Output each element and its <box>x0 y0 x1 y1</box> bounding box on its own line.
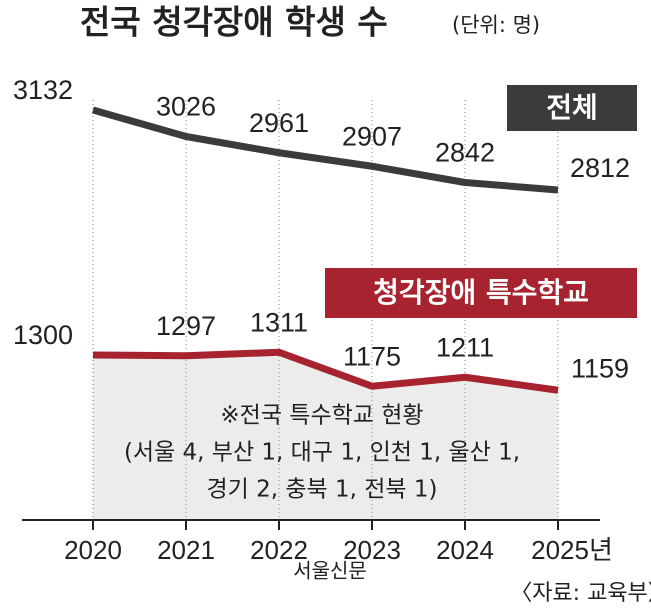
x-tick-label: 2023 <box>343 535 401 565</box>
line <box>92 106 559 194</box>
legend-box <box>507 85 637 131</box>
value-label: 3132 <box>13 75 73 105</box>
value-label: 1311 <box>250 307 308 337</box>
source: 〈자료: 교육부〉 <box>510 581 651 606</box>
legend-label: 전체 <box>546 91 598 124</box>
value-label: 1211 <box>436 332 494 362</box>
annotation: ※전국 특수학교 현황 <box>220 403 423 429</box>
annotation: 경기 2, 충북 1, 전북 1) <box>206 477 437 503</box>
x-tick-label: 2021 <box>157 535 215 565</box>
x-tick-label: 2025년 <box>531 535 613 565</box>
value-label: 1175 <box>343 341 401 371</box>
value-label: 3026 <box>156 92 216 122</box>
chart-title: 전국 청각장애 학생 수 <box>80 3 388 42</box>
area-fill <box>93 352 558 520</box>
legend-box <box>325 268 637 318</box>
legend-label: 청각장애 특수학교 <box>373 276 589 309</box>
value-label: 2907 <box>342 121 402 151</box>
x-tick-label: 2022 <box>250 535 308 565</box>
value-label: 2842 <box>435 138 495 168</box>
line <box>92 348 559 394</box>
value-label: 2812 <box>570 153 630 183</box>
unit-label: (단위: 명) <box>452 13 540 37</box>
watermark: 서울신문 <box>293 559 367 583</box>
x-tick-label: 2024 <box>436 535 494 565</box>
value-label: 2961 <box>249 108 309 138</box>
value-label: 1300 <box>13 320 73 350</box>
value-label: 1297 <box>156 311 216 341</box>
value-label: 1159 <box>571 353 629 383</box>
annotation: (서울 4, 부산 1, 대구 1, 인천 1, 울산 1, <box>124 440 520 466</box>
x-tick-label: 2020 <box>64 535 122 565</box>
